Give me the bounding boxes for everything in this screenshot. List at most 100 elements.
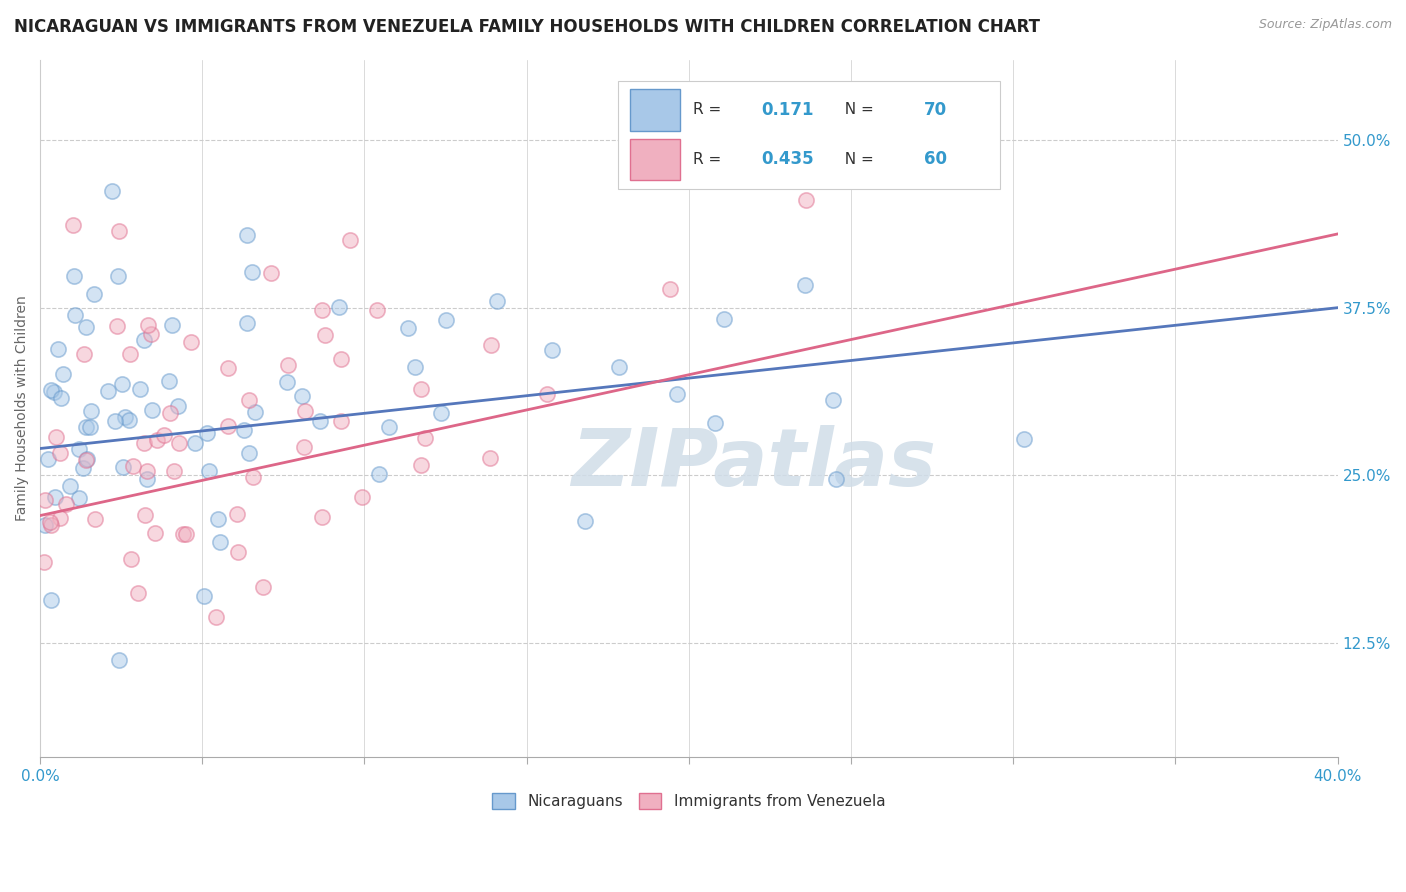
Point xyxy=(136,318,159,333)
Point xyxy=(536,386,558,401)
Point xyxy=(39,383,62,397)
Point xyxy=(479,337,502,351)
Point xyxy=(80,404,103,418)
Text: 0.171: 0.171 xyxy=(762,101,814,119)
Point xyxy=(339,233,361,247)
Point xyxy=(277,358,299,372)
Point xyxy=(32,555,55,569)
Point xyxy=(105,318,128,333)
Point xyxy=(713,312,735,326)
Point xyxy=(34,493,56,508)
Point xyxy=(276,375,298,389)
Text: R =: R = xyxy=(693,103,725,117)
Point xyxy=(111,459,134,474)
Point xyxy=(794,194,817,208)
Point xyxy=(159,406,181,420)
Bar xyxy=(630,138,679,180)
Point xyxy=(193,589,215,603)
Point xyxy=(184,436,207,450)
Point xyxy=(114,410,136,425)
Point xyxy=(46,342,69,356)
Point xyxy=(108,224,131,238)
Point xyxy=(243,405,266,419)
Point xyxy=(75,453,97,467)
Point xyxy=(39,593,62,607)
Point xyxy=(172,526,194,541)
Point xyxy=(330,352,353,367)
Point xyxy=(107,268,129,283)
Text: 0.435: 0.435 xyxy=(762,151,814,169)
Point xyxy=(368,467,391,481)
Point xyxy=(49,391,72,405)
Point xyxy=(666,387,689,401)
Point xyxy=(145,433,167,447)
Point xyxy=(45,430,67,444)
Point xyxy=(76,452,98,467)
Point xyxy=(127,586,149,600)
Point xyxy=(607,359,630,374)
Point xyxy=(163,464,186,478)
Point xyxy=(62,218,84,232)
Point xyxy=(350,490,373,504)
Point xyxy=(118,347,141,361)
Point xyxy=(132,333,155,347)
Point xyxy=(48,446,70,460)
Point xyxy=(198,464,221,478)
Point xyxy=(37,452,59,467)
Point xyxy=(485,294,508,309)
Point xyxy=(49,510,72,524)
Point xyxy=(1012,432,1035,446)
Point xyxy=(143,525,166,540)
Point xyxy=(658,282,681,296)
Point xyxy=(413,431,436,445)
Point xyxy=(252,580,274,594)
Point xyxy=(84,511,107,525)
Legend: Nicaraguans, Immigrants from Venezuela: Nicaraguans, Immigrants from Venezuela xyxy=(486,788,891,815)
Point xyxy=(63,269,86,284)
Point xyxy=(238,446,260,460)
Point xyxy=(44,490,66,504)
Point xyxy=(311,302,333,317)
Point xyxy=(242,469,264,483)
Point xyxy=(207,512,229,526)
Point xyxy=(478,450,501,465)
Point xyxy=(67,442,90,457)
Point xyxy=(157,374,180,388)
Point xyxy=(329,414,352,428)
Point xyxy=(226,507,249,521)
Text: 70: 70 xyxy=(924,101,946,119)
Point xyxy=(314,328,336,343)
Text: ZIPatlas: ZIPatlas xyxy=(571,425,936,503)
Point xyxy=(411,382,433,396)
Point xyxy=(136,464,159,478)
Point xyxy=(97,384,120,399)
Point xyxy=(153,428,176,442)
Point xyxy=(167,399,190,413)
Point xyxy=(366,303,388,318)
Point xyxy=(434,313,457,327)
Point xyxy=(291,389,314,403)
Point xyxy=(236,316,259,330)
Point xyxy=(308,414,330,428)
Point xyxy=(111,377,134,392)
Point xyxy=(139,327,162,342)
Point xyxy=(55,497,77,511)
Text: R =: R = xyxy=(693,152,725,167)
Text: N =: N = xyxy=(835,103,879,117)
Point xyxy=(134,508,156,522)
Point xyxy=(208,534,231,549)
Point xyxy=(823,392,845,407)
Point xyxy=(101,184,124,198)
Point xyxy=(218,361,240,376)
Point xyxy=(311,509,333,524)
Text: NICARAGUAN VS IMMIGRANTS FROM VENEZUELA FAMILY HOUSEHOLDS WITH CHILDREN CORRELAT: NICARAGUAN VS IMMIGRANTS FROM VENEZUELA … xyxy=(14,18,1040,36)
Point xyxy=(260,266,283,280)
FancyBboxPatch shape xyxy=(617,80,1000,188)
Point xyxy=(396,321,419,335)
Point xyxy=(226,545,249,559)
Point xyxy=(141,403,163,417)
Point xyxy=(72,461,94,475)
Point xyxy=(704,416,727,430)
Point xyxy=(79,420,101,434)
Point xyxy=(42,384,65,399)
